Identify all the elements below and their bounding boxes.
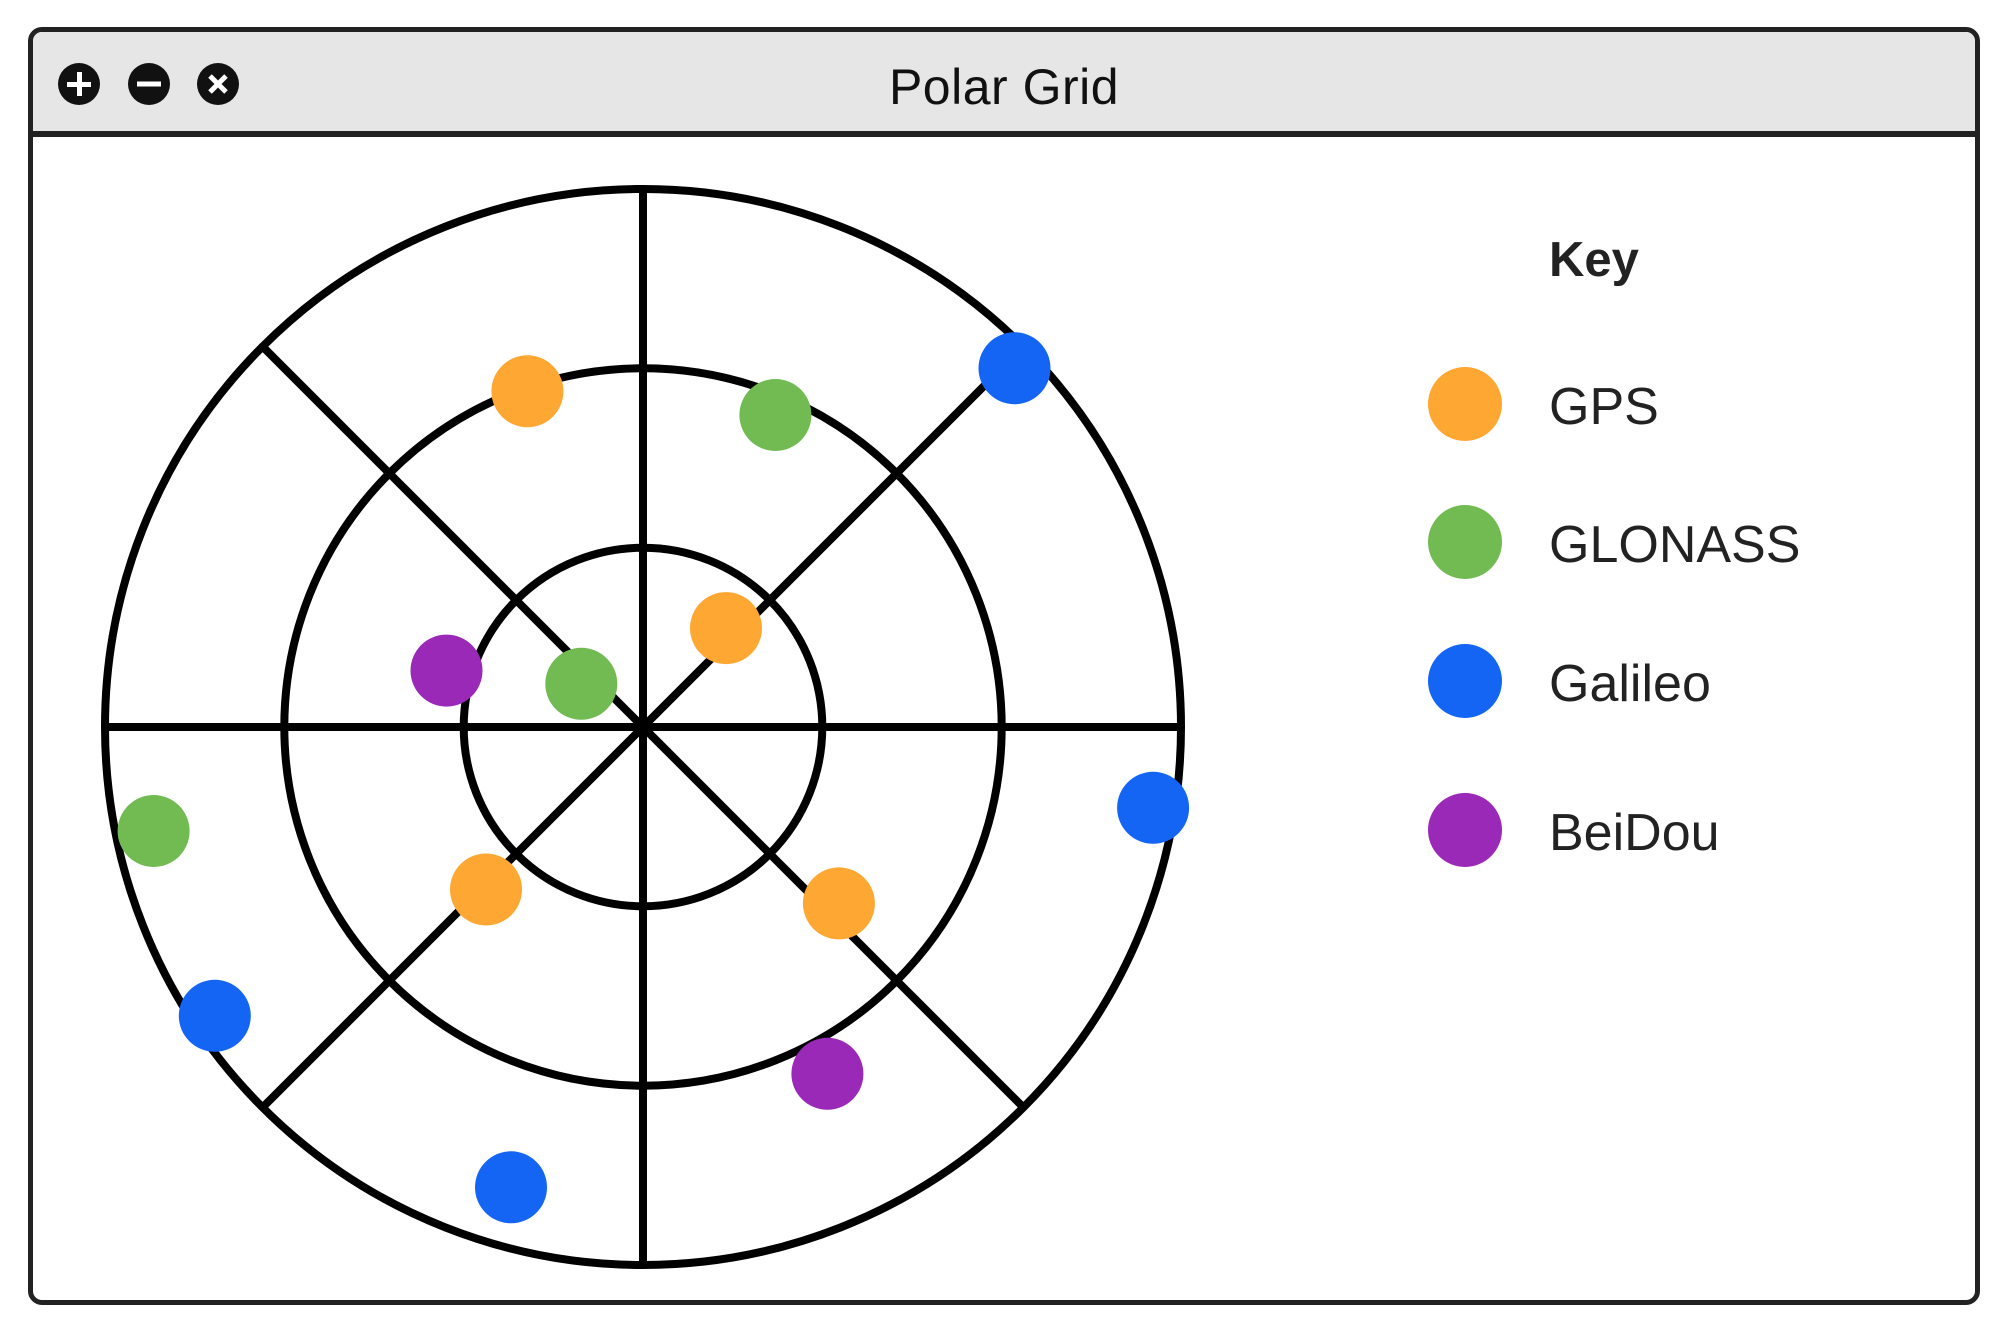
- point-galileo-4: [475, 1151, 547, 1224]
- zoom-in-button[interactable]: [58, 63, 100, 105]
- legend-swatch-gps: [1428, 367, 1502, 441]
- window-title: Polar Grid: [888, 59, 1120, 115]
- zoom-out-button[interactable]: [128, 63, 170, 105]
- legend-swatch-galileo: [1428, 644, 1502, 718]
- point-galileo-3: [178, 979, 251, 1052]
- polar-grid-chart: [101, 185, 1190, 1269]
- point-glonass-1: [739, 379, 812, 451]
- point-glonass-3: [117, 795, 190, 867]
- point-glonass-2: [545, 647, 618, 720]
- grid-spoke-2: [640, 343, 1027, 730]
- point-galileo-2: [1117, 771, 1190, 844]
- close-icon: [208, 74, 228, 94]
- point-gps-4: [802, 867, 875, 940]
- close-button[interactable]: [197, 63, 239, 105]
- legend-title: Key: [1549, 233, 1639, 287]
- legend-label-glonass: GLONASS: [1549, 516, 1801, 574]
- data-points: [117, 332, 1190, 1224]
- legend-label-gps: GPS: [1549, 378, 1659, 436]
- legend-item-beidou: BeiDou: [1428, 793, 1928, 869]
- point-gps-1: [491, 355, 564, 428]
- legend-swatch-glonass: [1428, 505, 1502, 579]
- grid-spoke-6: [259, 724, 646, 1111]
- legend-item-glonass: GLONASS: [1428, 505, 1928, 581]
- legend-label-beidou: BeiDou: [1549, 804, 1720, 862]
- point-gps-2: [690, 592, 762, 665]
- app-window: Polar Grid Key GPS GLONASS Galileo BeiDo: [28, 27, 1980, 1305]
- legend-item-galileo: Galileo: [1428, 644, 1928, 720]
- content-area: Key GPS GLONASS Galileo BeiDou: [33, 137, 1975, 1300]
- legend-item-gps: GPS: [1428, 367, 1928, 443]
- point-beidou-1: [410, 634, 483, 707]
- title-bar: Polar Grid: [33, 32, 1975, 137]
- plus-icon: [67, 72, 91, 96]
- point-galileo-1: [978, 332, 1051, 405]
- point-gps-3: [450, 853, 522, 926]
- legend-swatch-beidou: [1428, 793, 1502, 867]
- point-beidou-2: [791, 1037, 864, 1110]
- polar-grid: [101, 185, 1185, 1269]
- minus-icon: [137, 81, 161, 87]
- legend-label-galileo: Galileo: [1549, 655, 1711, 713]
